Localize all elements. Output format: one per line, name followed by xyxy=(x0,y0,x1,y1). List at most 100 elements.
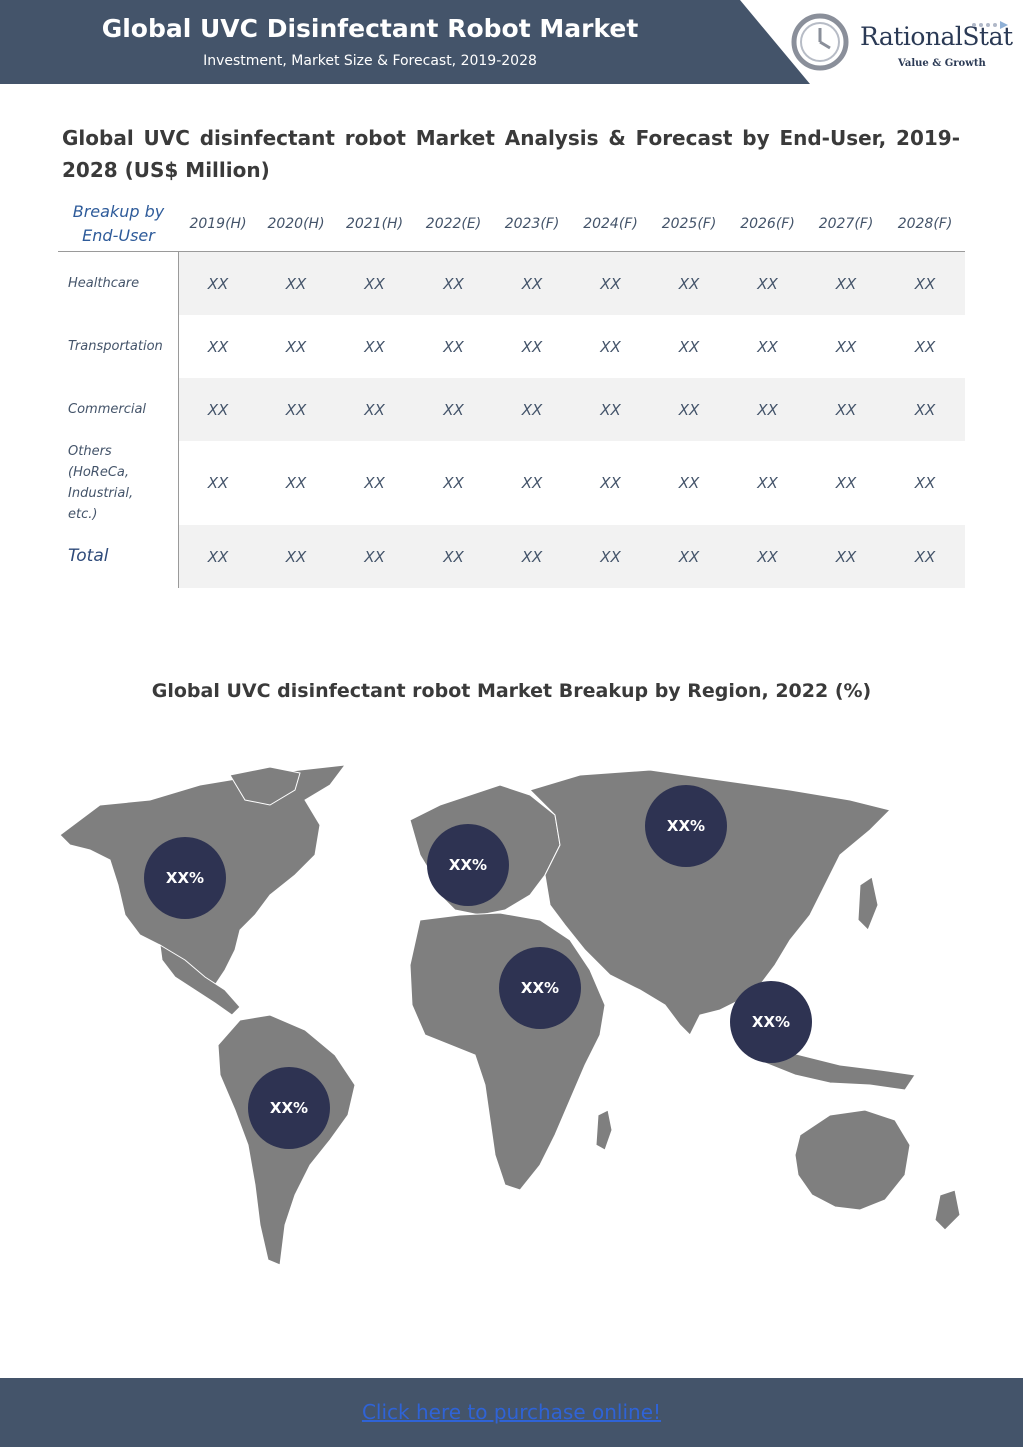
table-cell: XX xyxy=(600,337,621,356)
table-cell: XX xyxy=(207,474,229,492)
table-cell: XX xyxy=(678,400,700,419)
table-cell: XX xyxy=(678,547,700,566)
table-cell: XX xyxy=(207,274,229,293)
region-bubble-north-america: XX% xyxy=(144,837,226,919)
greenland-shape xyxy=(229,766,301,806)
column-header-year: 2026(F) xyxy=(740,216,795,232)
row-label-total: Total xyxy=(58,525,179,588)
table-row-total: Total XX XX XX XX XX XX XX XX XX XX xyxy=(58,525,965,588)
column-header-year: 2023(F) xyxy=(504,216,560,232)
table-cell: XX xyxy=(521,337,543,356)
table-title: Global UVC disinfectant robot Market Ana… xyxy=(62,126,960,182)
report-header: Global UVC Disinfectant Robot Market Inv… xyxy=(0,0,1023,84)
row-label: Healthcare xyxy=(58,252,179,315)
region-bubble-latin-america: XX% xyxy=(248,1067,330,1149)
table-cell: XX xyxy=(285,337,307,356)
table-cell: XX xyxy=(521,400,543,419)
central-america-shape xyxy=(159,944,241,1016)
forecast-table: Breakup by End-User 2019(H) 2020(H) 2021… xyxy=(58,197,965,588)
table-cell: XX xyxy=(364,274,385,293)
table-cell: XX xyxy=(521,474,543,492)
table-cell: XX xyxy=(521,274,543,293)
world-map-graphic xyxy=(59,764,961,1266)
table-cell: XX xyxy=(835,474,857,492)
rationalstat-logo: RationalStat Value & Growth xyxy=(790,8,1015,78)
clock-icon xyxy=(791,13,849,71)
table-cell: XX xyxy=(207,547,229,566)
southeast-asia-shape xyxy=(759,1044,916,1091)
report-subtitle: Investment, Market Size & Forecast, 2019… xyxy=(203,53,537,69)
footer-band: Click here to purchase online! xyxy=(0,1378,1023,1447)
table-cell: XX xyxy=(285,400,307,419)
table-cell: XX xyxy=(678,474,700,492)
row-label: Others (HoReCa, Industrial, etc.) xyxy=(58,441,179,525)
table-row: Healthcare XX XX XX XX XX XX XX XX XX XX xyxy=(58,252,965,315)
table-cell: XX xyxy=(914,474,936,492)
world-map: XX% XX% XX% XX% XX% XX% xyxy=(0,745,1023,1305)
table-cell: XX xyxy=(443,274,464,293)
column-header-year: 2024(F) xyxy=(583,216,638,232)
table-cell: XX xyxy=(600,400,621,419)
new-zealand-shape xyxy=(934,1189,961,1231)
column-header-year: 2019(H) xyxy=(189,216,247,232)
table-cell: XX xyxy=(443,337,464,356)
table-cell: XX xyxy=(678,274,700,293)
row-label: Transportation xyxy=(58,315,179,378)
table-cell: XX xyxy=(364,547,385,566)
table-cell: XX xyxy=(285,547,307,566)
table-cell: XX xyxy=(521,547,543,566)
purchase-link[interactable]: Click here to purchase online! xyxy=(361,1400,662,1424)
table-cell: XX xyxy=(835,274,857,293)
column-header-end-user: Breakup by End-User xyxy=(72,202,165,245)
column-header-year: 2022(E) xyxy=(425,216,482,232)
australia-shape xyxy=(794,1109,911,1211)
table-cell: XX xyxy=(757,337,778,356)
region-bubble-russia: XX% xyxy=(645,785,727,867)
column-header-year: 2027(F) xyxy=(818,216,874,232)
table-cell: XX xyxy=(835,337,857,356)
table-cell: XX xyxy=(835,547,857,566)
column-header-year: 2028(F) xyxy=(897,216,953,232)
table-cell: XX xyxy=(207,337,229,356)
table-cell: XX xyxy=(914,547,936,566)
table-cell: XX xyxy=(443,400,464,419)
table-cell: XX xyxy=(364,400,385,419)
column-header-year: 2020(H) xyxy=(267,216,325,232)
column-header-year: 2021(H) xyxy=(345,216,404,232)
table-cell: XX xyxy=(443,474,464,492)
map-title: Global UVC disinfectant robot Market Bre… xyxy=(151,680,872,702)
madagascar-shape xyxy=(595,1109,613,1151)
dots-arrow-icon xyxy=(972,21,1008,29)
table-cell: XX xyxy=(757,474,778,492)
table-cell: XX xyxy=(914,337,936,356)
table-cell: XX xyxy=(285,274,307,293)
table-cell: XX xyxy=(443,547,464,566)
region-bubble-europe: XX% xyxy=(427,824,509,906)
region-bubble-asia-pacific: XX% xyxy=(730,981,812,1063)
table-cell: XX xyxy=(757,547,778,566)
table-cell: XX xyxy=(914,274,936,293)
table-cell: XX xyxy=(914,400,936,419)
table-cell: XX xyxy=(207,400,229,419)
table-cell: XX xyxy=(678,337,700,356)
table-cell: XX xyxy=(285,474,307,492)
table-row: Commercial XX XX XX XX XX XX XX XX XX XX xyxy=(58,378,965,441)
row-label: Commercial xyxy=(58,378,179,441)
africa-shape xyxy=(409,912,606,1191)
table-cell: XX xyxy=(835,400,857,419)
table-cell: XX xyxy=(600,274,621,293)
japan-shape xyxy=(857,876,879,931)
table-cell: XX xyxy=(364,337,385,356)
table-row: Others (HoReCa, Industrial, etc.) XX XX … xyxy=(58,441,965,525)
table-header-row: Breakup by End-User 2019(H) 2020(H) 2021… xyxy=(58,197,965,252)
table-cell: XX xyxy=(757,274,778,293)
report-title: Global UVC Disinfectant Robot Market xyxy=(101,14,639,43)
table-cell: XX xyxy=(600,547,621,566)
logo-tagline: Value & Growth xyxy=(898,58,986,69)
table-row: Transportation XX XX XX XX XX XX XX XX X… xyxy=(58,315,965,378)
table-cell: XX xyxy=(364,474,385,492)
table-cell: XX xyxy=(600,474,621,492)
column-header-year: 2025(F) xyxy=(661,216,717,232)
header-band xyxy=(0,0,810,84)
table-cell: XX xyxy=(757,400,778,419)
